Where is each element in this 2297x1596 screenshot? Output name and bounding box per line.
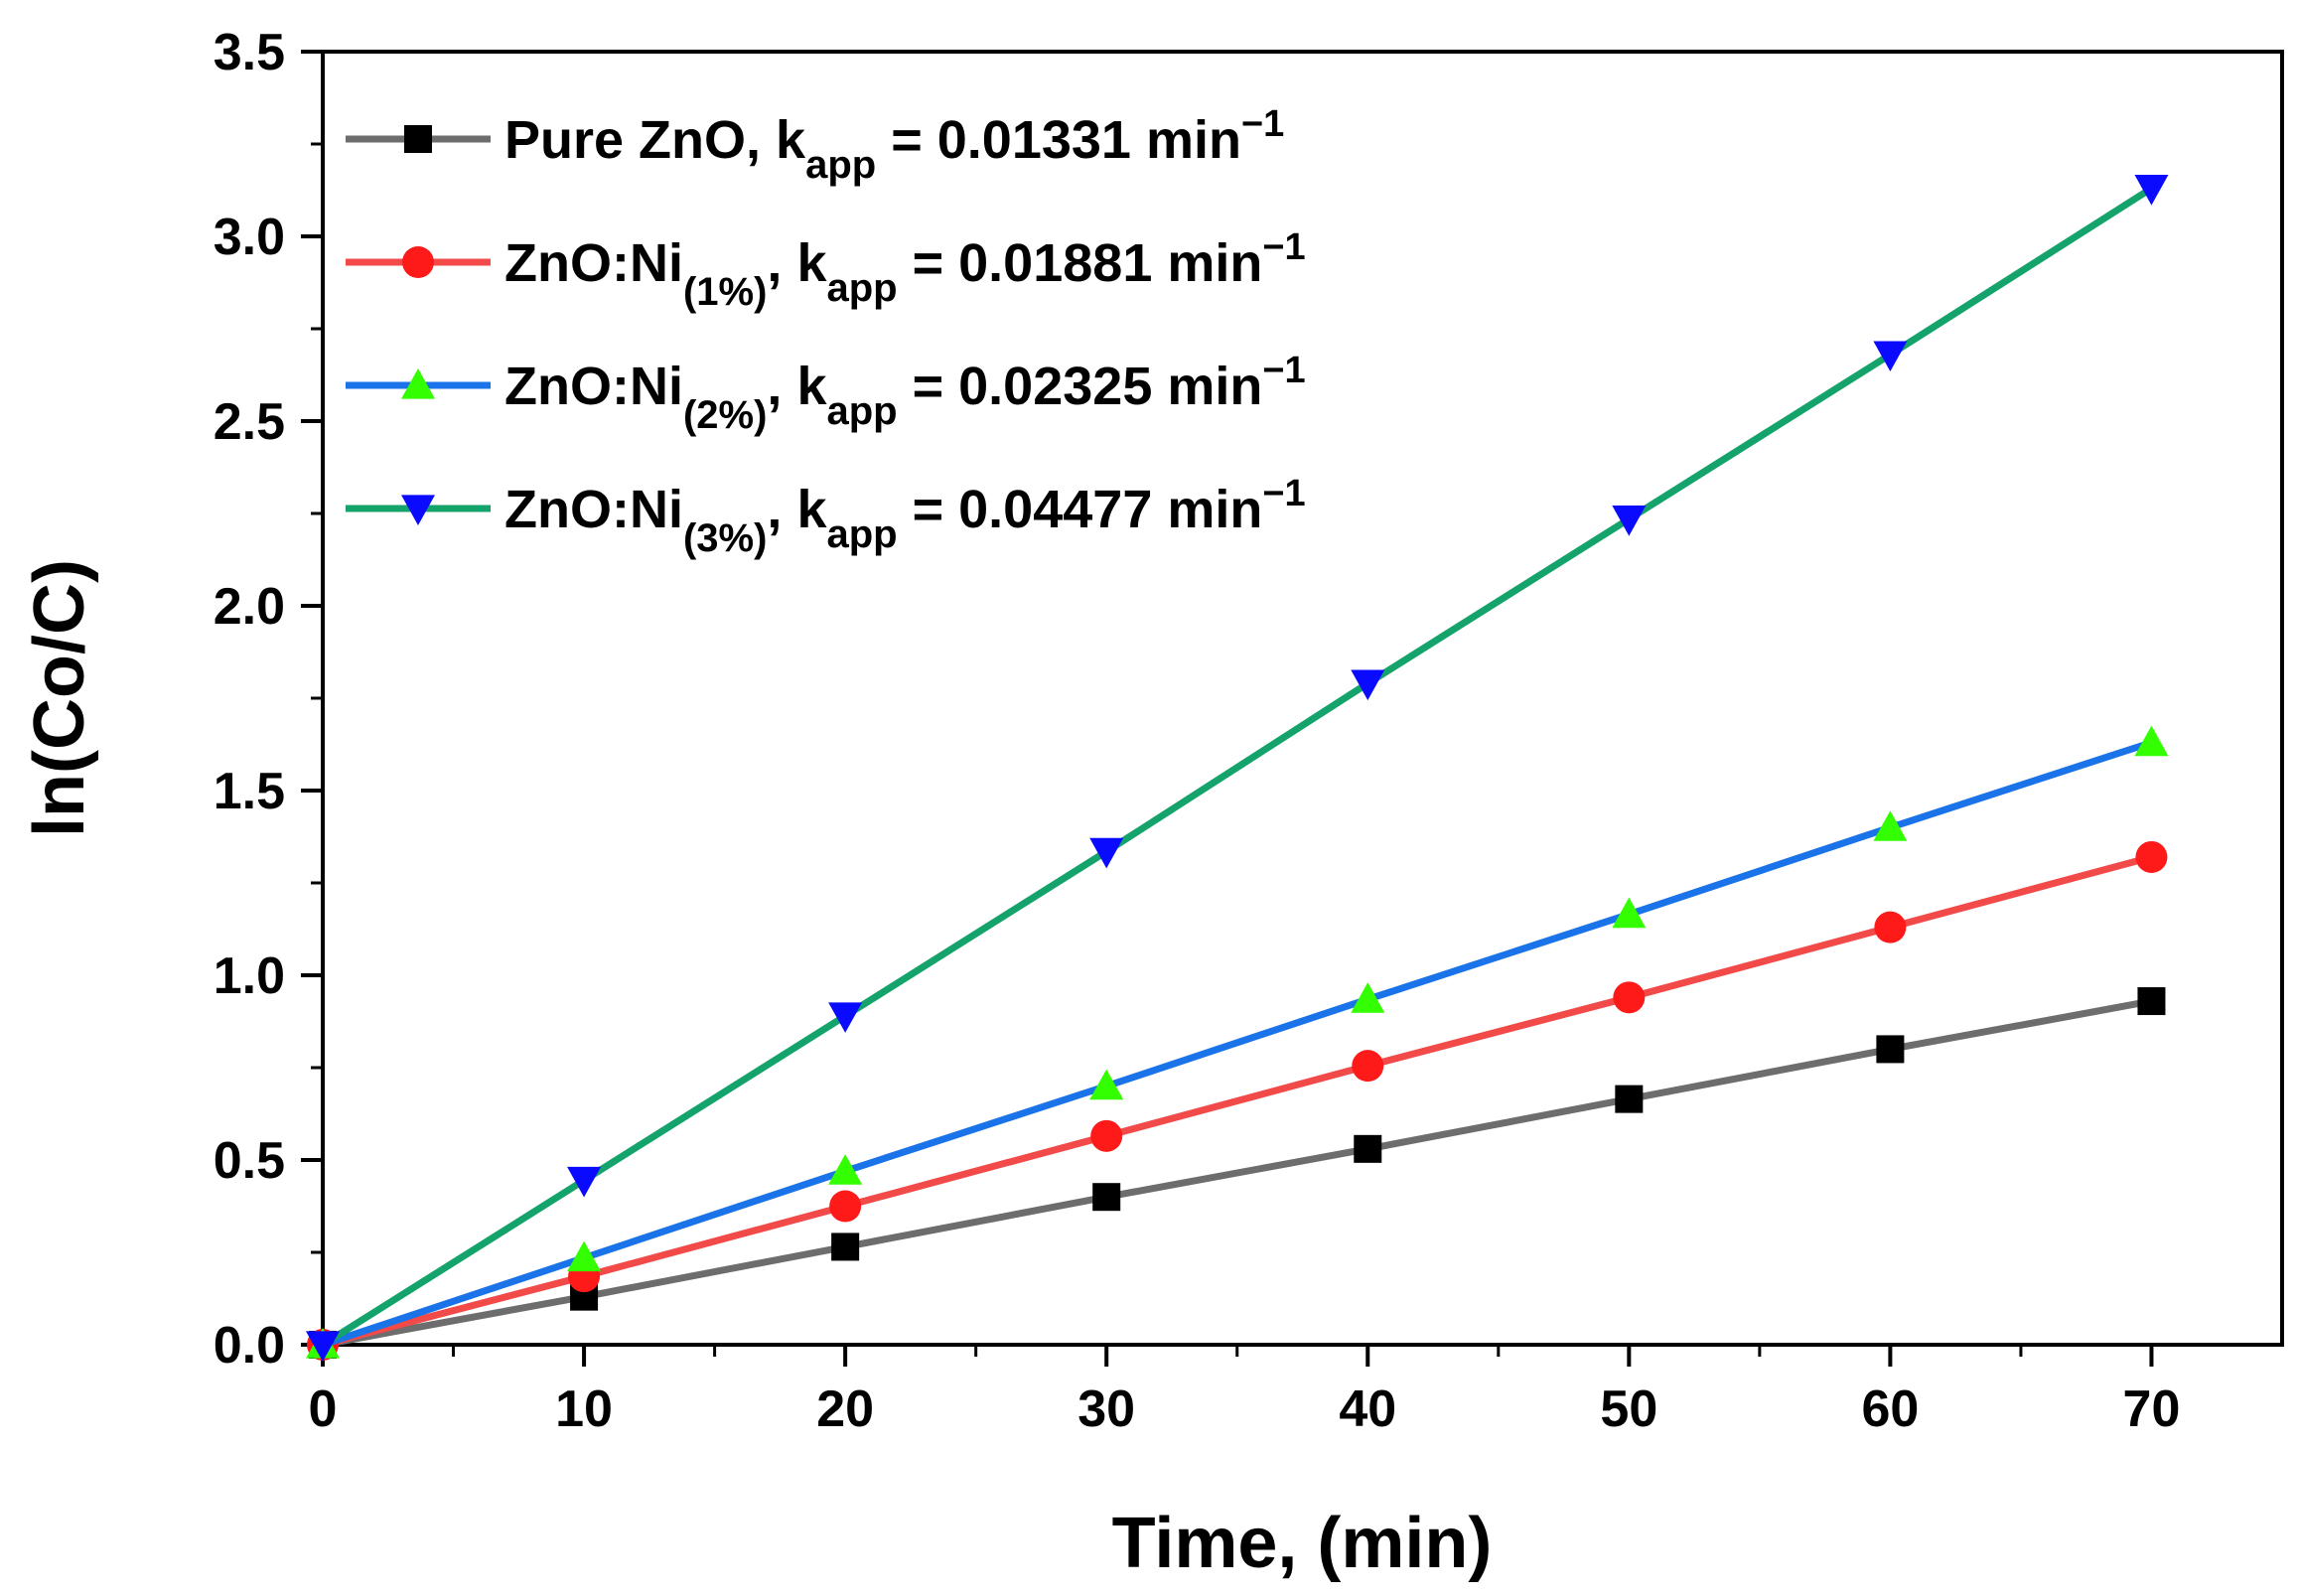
y-tick-label: 1.0: [214, 947, 285, 1005]
legend-entry: ZnO:Ni(3%), kapp = 0.04477 min−1: [346, 473, 1306, 560]
data-point: [1612, 897, 1647, 929]
legend: Pure ZnO, kapp = 0.01331 min−1 ZnO:Ni(1%)…: [346, 103, 1306, 560]
data-point: [1354, 1134, 1382, 1163]
x-tick-label: 10: [555, 1380, 613, 1438]
series-3: [306, 725, 2169, 1359]
y-tick-label: 2.5: [214, 393, 285, 451]
y-tick-label: 3.5: [214, 24, 285, 81]
data-point: [1089, 837, 1124, 869]
data-point: [1615, 1085, 1644, 1113]
data-point: [1352, 1050, 1384, 1083]
data-point: [828, 1002, 863, 1033]
series-4: [306, 175, 2169, 1362]
legend-entry: Pure ZnO, kapp = 0.01331 min−1: [346, 103, 1284, 187]
data-point: [306, 1331, 340, 1362]
series-line: [321, 739, 2153, 1349]
series-2: [307, 840, 2168, 1361]
x-tick-label: 20: [816, 1380, 874, 1438]
y-axis-title: ln(Co/C): [20, 559, 99, 837]
legend-label: ZnO:Ni(3%), kapp = 0.04477 min−1: [504, 473, 1306, 560]
legend-swatch-marker: [401, 495, 435, 525]
legend-swatch-marker: [404, 125, 432, 153]
y-tick-label: 1.5: [214, 763, 285, 820]
series-line: [322, 997, 2153, 1349]
data-point: [1351, 669, 1385, 701]
legend-label: ZnO:Ni(1%), kapp = 0.01881 min−1: [504, 226, 1306, 314]
data-point: [828, 1154, 863, 1185]
data-point: [2135, 840, 2168, 873]
series-line: [321, 185, 2154, 1348]
data-point: [829, 1190, 862, 1223]
x-tick-label: 60: [1861, 1380, 1919, 1438]
x-tick-label: 50: [1600, 1380, 1657, 1438]
legend-label: Pure ZnO, kapp = 0.01331 min−1: [504, 103, 1284, 187]
data-point: [1873, 341, 1908, 372]
data-point: [1612, 505, 1647, 536]
data-point: [1613, 981, 1646, 1014]
legend-entry: ZnO:Ni(1%), kapp = 0.01881 min−1: [346, 226, 1306, 314]
x-tick-label: 30: [1077, 1380, 1135, 1438]
y-tick-label: 2.0: [214, 578, 285, 636]
y-tick-label: 3.0: [214, 209, 285, 266]
y-tick-label: 0.5: [214, 1132, 285, 1190]
data-point: [1876, 1035, 1905, 1064]
data-point: [1351, 982, 1385, 1013]
data-point: [567, 1240, 602, 1272]
data-point: [2137, 987, 2166, 1016]
series-layer: [306, 175, 2169, 1362]
data-point: [2134, 175, 2169, 206]
x-axis-title: Time, (min): [1112, 1504, 1493, 1583]
y-tick-label: 0.0: [214, 1317, 285, 1375]
legend-swatch-marker: [402, 246, 434, 278]
x-tick-label: 0: [309, 1380, 338, 1438]
axes: 0 10 20 30 40 50 60 70 0.0 0.5 1.0 1.5 2.0 2.5 3.0 3.5: [214, 24, 2181, 1438]
data-point: [2134, 725, 2169, 757]
series-line: [322, 853, 2153, 1349]
legend-swatch-marker: [401, 368, 435, 399]
data-point: [831, 1233, 860, 1261]
x-tick-label: 40: [1339, 1380, 1396, 1438]
data-point: [1092, 1183, 1121, 1212]
data-point: [1090, 1119, 1123, 1152]
legend-entry: ZnO:Ni(2%), kapp = 0.02325 min−1: [346, 350, 1306, 437]
legend-label: ZnO:Ni(2%), kapp = 0.02325 min−1: [504, 350, 1306, 437]
data-point: [567, 1166, 602, 1198]
data-point: [1089, 1069, 1124, 1100]
data-point: [1873, 810, 1908, 841]
x-tick-label: 70: [2123, 1380, 2181, 1438]
data-point: [1874, 911, 1907, 943]
